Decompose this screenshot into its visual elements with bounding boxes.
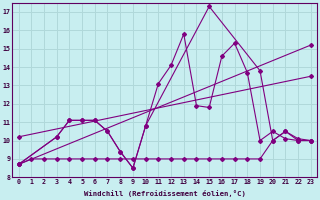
X-axis label: Windchill (Refroidissement éolien,°C): Windchill (Refroidissement éolien,°C) <box>84 190 246 197</box>
